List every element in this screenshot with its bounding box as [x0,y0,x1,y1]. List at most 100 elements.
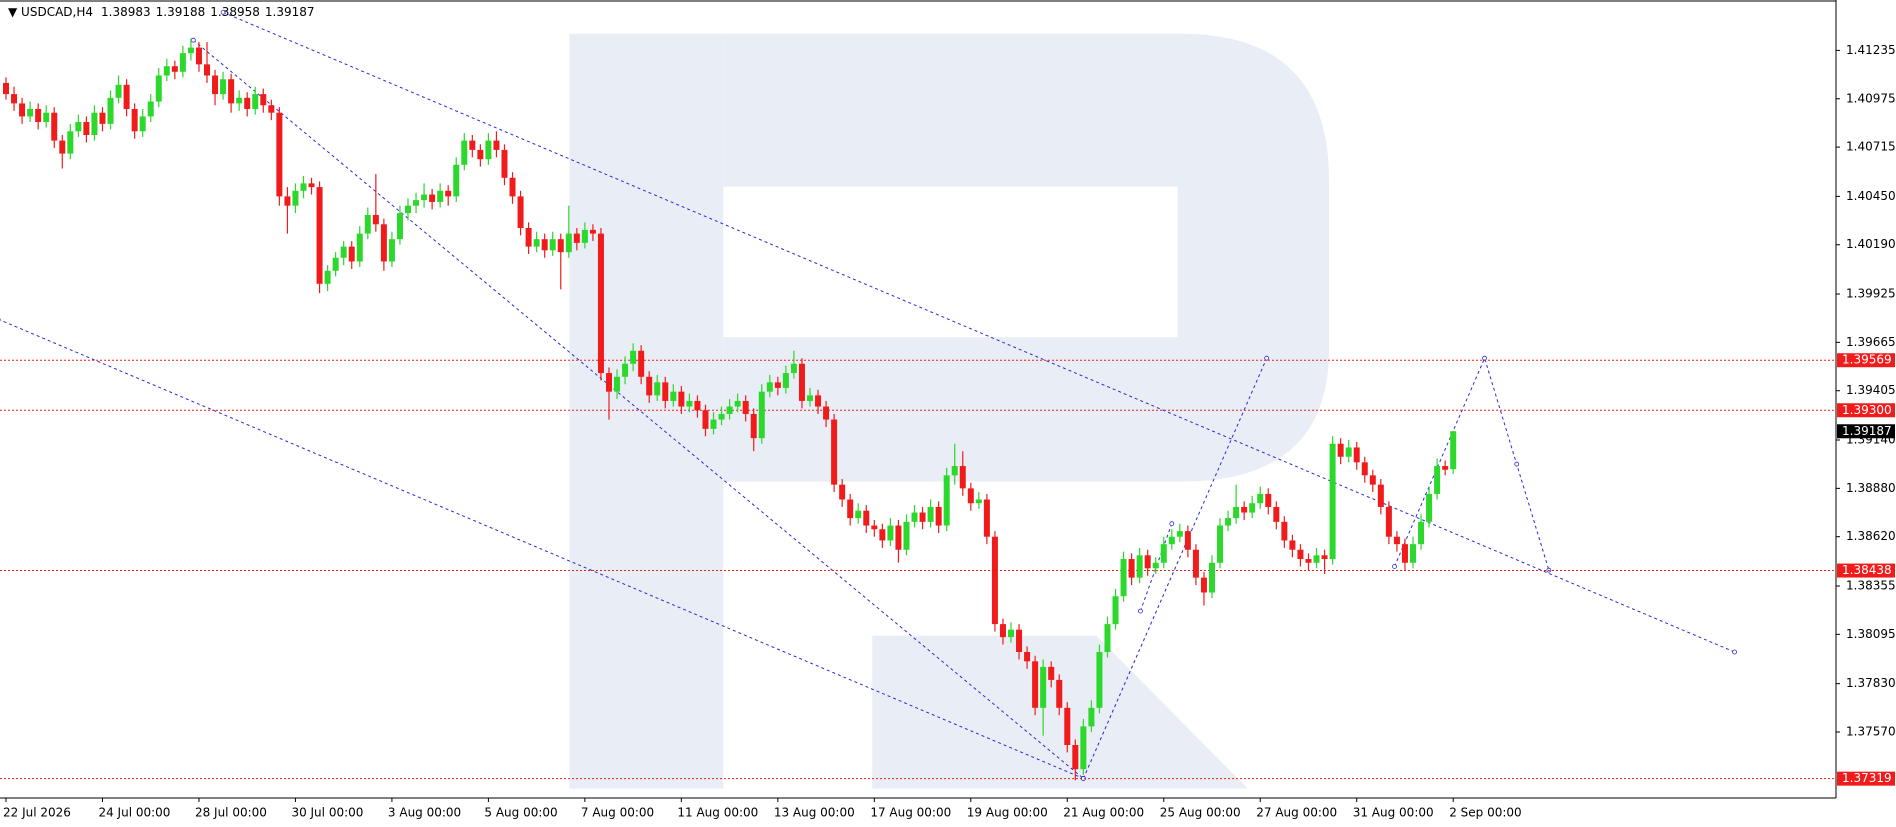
candle-body [1209,562,1215,593]
candle-body [1426,493,1433,522]
candle-body [967,488,974,504]
candle-body [437,190,444,202]
candle-body [823,406,830,420]
candle-body [1176,531,1183,537]
candle-body [1200,577,1207,593]
candle-body [1096,652,1103,708]
candle-body [284,196,291,206]
y-tick-label: 1.37830 [1846,676,1896,690]
trend-vertex [1169,521,1175,527]
candle-body [139,116,146,132]
candle-body [67,131,74,154]
candle-body [348,246,355,262]
candle-body [1289,540,1296,550]
candle-body [1233,506,1240,519]
candle-body [1313,555,1320,563]
candle-body [1401,544,1408,563]
candle-body [1192,549,1199,578]
candle-body [581,229,588,243]
candle-body [630,350,637,364]
candle-body [1265,493,1272,507]
candle-body [1249,503,1256,513]
candle-body [710,419,717,429]
trend-line [0,319,1084,779]
trend-line [192,39,1084,779]
candle-body [1024,652,1031,662]
y-tick-label: 1.39665 [1846,335,1896,349]
candle-body [951,466,958,476]
x-tick-label: 5 Aug 00:00 [484,806,557,820]
candle-body [316,187,323,284]
candle-body [533,239,540,247]
y-tick-label: 1.37570 [1846,724,1896,738]
candle-body [1297,549,1304,560]
candle-body [147,101,154,117]
candle-body [91,112,98,136]
candle-body [1128,559,1135,578]
candle-body [1160,544,1167,563]
candle-body [51,112,58,141]
trend-vertex [1482,355,1487,361]
level-price-label: 1.37319 [1842,771,1892,785]
candle-body [324,270,331,284]
candle-body [597,233,604,374]
candle-body [541,239,548,251]
candle-body [1056,679,1063,708]
candle-body [935,506,942,526]
candle-body [340,246,347,258]
candle-body [549,239,556,251]
candle-body [557,239,564,253]
candle-body [573,233,580,243]
y-tick-label: 1.38355 [1846,578,1896,592]
candle-body [179,53,186,72]
candle-body [1281,521,1288,541]
x-tick-label: 30 Jul 00:00 [291,806,363,820]
candle-body [919,512,926,522]
candle-body [3,82,9,95]
level-price-label: 1.39569 [1842,353,1892,367]
candle-body [831,419,838,485]
candle-body [646,376,653,396]
plot-area [0,9,1836,781]
candle-body [1273,506,1280,522]
candle-body [1048,666,1055,680]
trend-vertex [220,9,226,15]
candle-body [364,214,371,234]
candle-body [606,373,612,392]
candle-body [1120,559,1127,597]
candle-body [1032,661,1039,708]
candle-body [212,75,219,95]
candle-body [461,140,468,165]
candle-body [83,121,90,136]
x-tick-label: 24 Jul 00:00 [98,806,170,820]
candle-body [252,94,259,109]
last-price-box [1837,424,1895,439]
candle-body [1418,521,1425,545]
header-close: 1.39187 [265,5,315,19]
candle-body [1064,707,1071,745]
candle-body [927,506,934,522]
candle-body [276,112,283,197]
candle-body [59,140,66,154]
candle-body [670,391,677,401]
candle-body [1241,506,1248,513]
chart-title: USDCAD,H4 [21,5,93,19]
candle-body [1450,431,1457,470]
candle-body [895,525,902,550]
y-tick-label: 1.40975 [1846,91,1896,105]
candle-body [1393,536,1400,545]
candle-body [798,363,805,401]
candle-body [855,510,862,519]
y-tick-label: 1.40450 [1846,189,1896,203]
candle-body [758,391,765,439]
candle-body [1345,447,1352,457]
chart-header: ▼ USDCAD,H4 1.38983 1.39188 1.38958 1.39187 [8,5,315,19]
candle-body [228,79,235,104]
x-tick-label: 31 Aug 00:00 [1353,806,1434,820]
candle-body [421,194,428,201]
candle-body [131,108,138,132]
candle-body [1361,462,1368,476]
y-tick-label: 1.39925 [1846,287,1896,301]
header-low: 1.38958 [210,5,260,19]
candle-body [19,103,26,117]
